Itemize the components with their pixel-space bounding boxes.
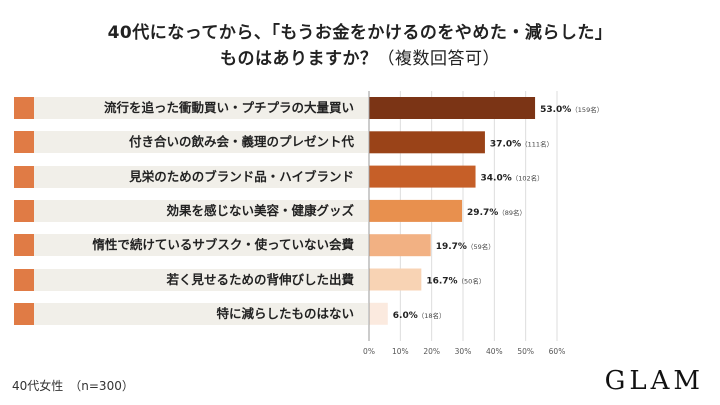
data-label: 19.7%（59名） — [436, 242, 495, 252]
value-label: 37.0% — [490, 139, 521, 149]
count-label: （159名） — [571, 105, 603, 114]
x-tick-label: 0% — [363, 347, 375, 356]
x-tick-label: 60% — [549, 347, 566, 356]
x-tick-label: 10% — [392, 347, 409, 356]
bar — [369, 199, 463, 222]
bar — [369, 268, 422, 291]
category-accent-marker — [14, 234, 34, 257]
value-label: 34.0% — [481, 174, 512, 184]
category-label: 特に減らしたものはない — [216, 305, 354, 321]
x-tick-label: 50% — [517, 347, 534, 356]
data-label: 29.7%（89名） — [467, 208, 526, 218]
category-row: 特に減らしたものはない — [14, 302, 368, 325]
category-accent-marker — [14, 302, 34, 325]
value-label: 19.7% — [436, 242, 467, 252]
value-label: 6.0% — [393, 311, 418, 321]
glam-logo: GLAM — [604, 366, 704, 396]
bar — [369, 131, 485, 154]
chart-title-line2: ものはありますか？（複数回答可） — [0, 44, 720, 69]
x-tick-label: 40% — [486, 347, 503, 356]
category-label: 若く見せるための背伸びした出費 — [166, 271, 354, 287]
bar — [369, 97, 536, 119]
value-label: 16.7% — [426, 277, 457, 287]
category-label: 付き合いの飲み会・義理のプレゼント代 — [128, 134, 354, 150]
category-label: 流行を追った衝動買い・プチプラの大量買い — [103, 100, 354, 115]
chart-title-line1: 40代になってから、「もうお金をかけるのをやめた・減らした」 — [107, 23, 613, 43]
category-label: 惰性で続けているサブスク・使っていない会費 — [92, 237, 354, 253]
data-label: 53.0%（159名） — [540, 105, 603, 115]
bar — [369, 234, 431, 257]
count-label: （111名） — [521, 139, 553, 148]
category-row: 若く見せるための背伸びした出費 — [14, 268, 368, 291]
category-label: 見栄のためのブランド品・ハイブランド — [129, 168, 354, 184]
category-accent-marker — [14, 268, 34, 291]
category-row: 流行を追った衝動買い・プチプラの大量買い — [14, 97, 368, 119]
data-label: 6.0%（18名） — [393, 311, 446, 321]
chart-title-main: ものはありますか？ — [220, 49, 378, 69]
count-label: （18名） — [418, 311, 446, 320]
category-row: 見栄のためのブランド品・ハイブランド — [14, 165, 368, 188]
sample-note: 40代女性 （n=300） — [12, 379, 134, 393]
data-label: 16.7%（50名） — [426, 277, 485, 287]
category-accent-marker — [14, 131, 34, 154]
category-label: 効果を感じない美容・健康グッズ — [166, 202, 354, 218]
count-label: （59名） — [467, 242, 495, 251]
category-row: 付き合いの飲み会・義理のプレゼント代 — [14, 131, 368, 154]
count-label: （50名） — [458, 277, 486, 286]
count-label: （102名） — [512, 174, 544, 183]
chart-title-note: （複数回答可） — [377, 49, 500, 69]
data-label: 34.0%（102名） — [481, 174, 544, 184]
x-tick-label: 20% — [423, 347, 440, 356]
count-label: （89名） — [498, 208, 526, 217]
value-label: 53.0% — [540, 105, 571, 115]
data-label: 37.0%（111名） — [490, 139, 553, 149]
x-tick-label: 30% — [455, 347, 472, 356]
bar — [369, 302, 388, 325]
category-row: 惰性で続けているサブスク・使っていない会費 — [14, 234, 368, 257]
category-row: 効果を感じない美容・健康グッズ — [14, 199, 368, 222]
category-accent-marker — [14, 199, 34, 222]
bar — [369, 165, 476, 188]
category-accent-marker — [14, 97, 34, 119]
value-label: 29.7% — [467, 208, 498, 218]
category-accent-marker — [14, 165, 34, 188]
